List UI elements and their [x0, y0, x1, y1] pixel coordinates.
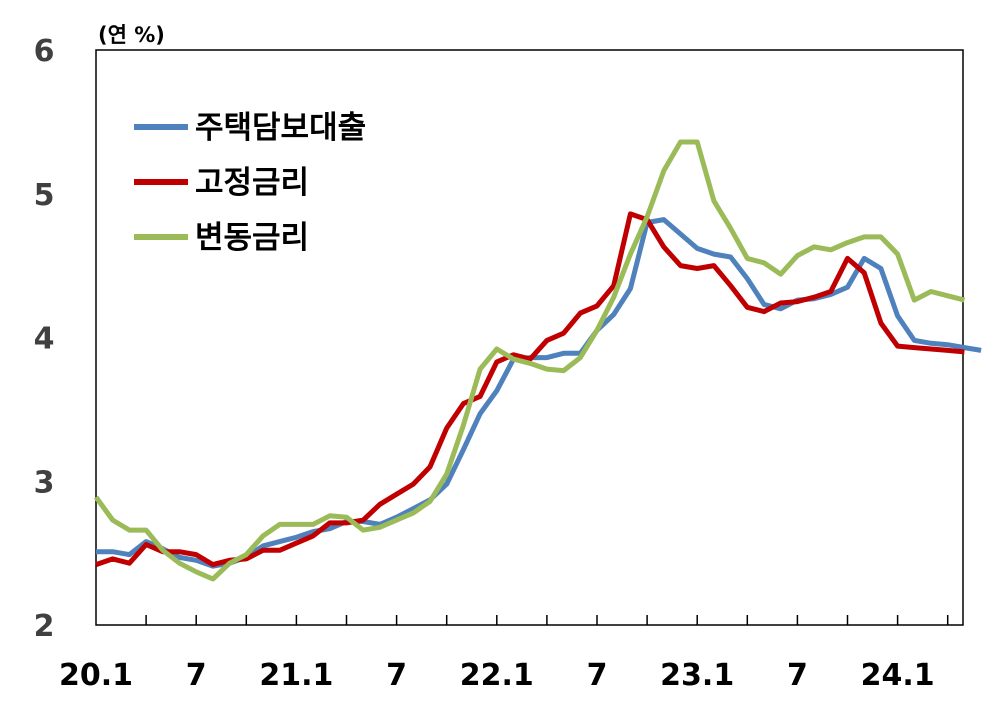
x-axis: 20.1 7 21.1 7 22.1 7 23.1 7 24.1 [59, 615, 949, 693]
x-tick-label: 7 [386, 658, 407, 693]
x-tick-label: 21.1 [259, 658, 333, 693]
legend-label: 주택담보대출 [195, 110, 366, 146]
plot-area [95, 49, 964, 626]
y-tick-label: 3 [34, 465, 55, 500]
x-tick-label: 24.1 [861, 658, 935, 693]
y-tick-label: 2 [34, 609, 55, 644]
x-tick-label: 7 [587, 658, 608, 693]
x-tick-label: 23.1 [660, 658, 734, 693]
x-tick-label: 7 [787, 658, 808, 693]
y-tick-label: 5 [34, 178, 55, 213]
series-line-3 [93, 139, 966, 582]
series-lines [93, 139, 982, 582]
legend-label: 고정금리 [195, 165, 309, 201]
y-axis: 2 3 4 5 6 [34, 34, 55, 644]
unit-label: (연 %) [98, 23, 165, 47]
legend-label: 변동금리 [195, 220, 309, 256]
x-tick-label: 20.1 [59, 658, 133, 693]
y-tick-label: 6 [34, 34, 55, 69]
x-tick-label: 22.1 [460, 658, 534, 693]
y-tick-label: 4 [34, 322, 55, 357]
x-tick-label: 7 [186, 658, 207, 693]
